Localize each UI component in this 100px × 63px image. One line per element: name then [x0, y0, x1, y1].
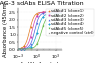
sdAb#4 (clone4) [42, 16, 44, 17]
sdAb#2 (clone2) [30, 36, 31, 37]
Line: sdAb#1 (clone1): sdAb#1 (clone1) [20, 11, 56, 49]
Line: sdAb#2 (clone2): sdAb#2 (clone2) [20, 11, 56, 49]
Line: sdAb#4 (clone4): sdAb#4 (clone4) [20, 13, 56, 50]
sdAb#3 (clone3) [42, 13, 44, 14]
sdAb#5 (clone5) [30, 48, 31, 49]
Legend: sdAb#1 (clone1), sdAb#2 (clone2), sdAb#3 (clone3), sdAb#4 (clone4), sdAb#5 (clon: sdAb#1 (clone1), sdAb#2 (clone2), sdAb#3… [46, 9, 94, 36]
sdAb#1 (clone1) [42, 12, 44, 13]
sdAb#5 (clone5) [49, 16, 50, 17]
Line: negative control (ctrl): negative control (ctrl) [20, 48, 56, 50]
sdAb#2 (clone2) [49, 11, 50, 12]
sdAb#3 (clone3) [55, 12, 56, 13]
sdAb#4 (clone4) [30, 46, 31, 47]
sdAb#1 (clone1) [20, 48, 22, 49]
sdAb#3 (clone3) [36, 22, 38, 23]
Line: sdAb#3 (clone3): sdAb#3 (clone3) [20, 12, 56, 50]
sdAb#4 (clone4) [55, 13, 56, 14]
sdAb#3 (clone3) [49, 12, 50, 13]
X-axis label: [sdAbs] ng/mL: [sdAbs] ng/mL [21, 62, 59, 63]
sdAb#2 (clone2) [20, 48, 22, 49]
Y-axis label: Absorbance (450nm): Absorbance (450nm) [3, 1, 8, 57]
sdAb#3 (clone3) [30, 43, 31, 44]
Line: sdAb#5 (clone5): sdAb#5 (clone5) [20, 14, 56, 50]
Title: LAG-3 sdAbs ELISA Titration: LAG-3 sdAbs ELISA Titration [0, 1, 84, 6]
sdAb#2 (clone2) [55, 11, 56, 12]
sdAb#5 (clone5) [55, 15, 56, 16]
sdAb#1 (clone1) [36, 13, 38, 14]
sdAb#1 (clone1) [24, 45, 25, 46]
sdAb#1 (clone1) [30, 26, 31, 27]
sdAb#4 (clone4) [49, 13, 50, 14]
sdAb#3 (clone3) [24, 48, 25, 49]
